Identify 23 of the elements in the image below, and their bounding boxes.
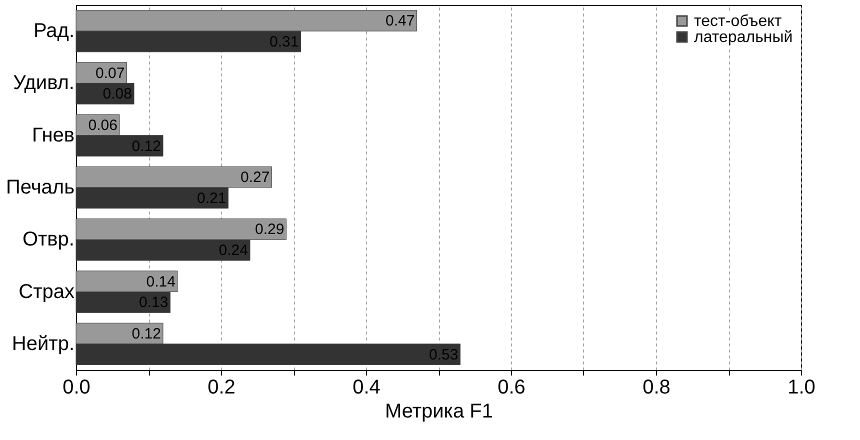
data-label: 0.29	[255, 221, 284, 238]
data-label: 0.07	[96, 64, 125, 82]
data-label: 0.12	[132, 326, 161, 342]
x-axis-title: Метрика F1	[384, 400, 494, 422]
y-tick-label: Рад.	[33, 20, 74, 42]
data-label: 0.27	[240, 169, 270, 186]
y-tick-label: Гнев	[32, 124, 74, 146]
y-tick-label: Нейтр.	[12, 332, 74, 355]
y-tick-label: Удивл.	[13, 72, 74, 94]
x-tick-label: 0.4	[352, 376, 380, 398]
legend-label: тест-объект	[694, 13, 782, 30]
y-tick-label: Отвр.	[22, 228, 74, 251]
x-tick-label: 1.0	[788, 376, 816, 398]
x-tick-label: 0.2	[208, 376, 236, 398]
x-tick-label: 0.0	[62, 376, 90, 398]
data-label: 0.47	[386, 12, 415, 30]
data-label: 0.14	[146, 273, 176, 290]
y-tick-label: Печаль	[6, 176, 74, 198]
legend-label: латеральный	[694, 29, 793, 46]
x-tick-label: 0.6	[498, 376, 526, 398]
x-tick-label: 0.8	[642, 376, 670, 398]
data-label: 0.06	[88, 116, 118, 134]
y-tick-label: Страх	[18, 280, 74, 303]
